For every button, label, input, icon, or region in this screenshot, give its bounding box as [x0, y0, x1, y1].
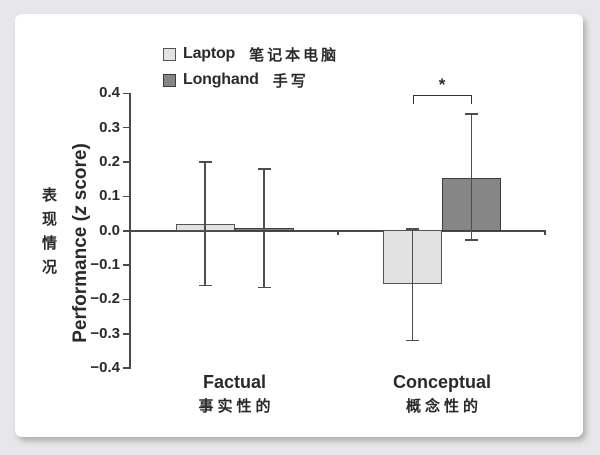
y-tick-label: 0.3 [99, 118, 120, 136]
legend-label-longhand-zh: 手写 [272, 72, 309, 90]
legend: Laptop 笔记本电脑 Longhand 手写 [163, 41, 339, 93]
y-tick-label: −0.1 [90, 256, 120, 274]
x-axis-line [129, 230, 546, 232]
x-label-conceptual-zh: 概念性的 [405, 398, 482, 415]
legend-item-longhand: Longhand 手写 [163, 67, 339, 93]
y-tick-label: −0.3 [90, 324, 120, 342]
y-tick-label: 0.0 [99, 221, 120, 239]
y-tick-label: 0.1 [99, 187, 120, 205]
error-bar-line [204, 162, 206, 286]
legend-label-longhand: Longhand [183, 71, 259, 88]
legend-item-laptop: Laptop 笔记本电脑 [163, 41, 339, 67]
y-tick-label: −0.2 [90, 290, 120, 308]
legend-label-laptop-zh: 笔记本电脑 [249, 46, 340, 64]
y-axis-label-chinese: 表现情况 [40, 187, 57, 283]
y-tick [123, 230, 130, 232]
x-axis-tick-mid [337, 231, 339, 235]
significance-star: * [438, 75, 446, 94]
error-bar-cap-bottom [406, 339, 419, 342]
x-axis-tick-end [544, 231, 546, 235]
y-tick [123, 264, 130, 266]
error-bar-cap-bottom [198, 284, 212, 287]
y-tick [123, 298, 130, 301]
error-bar-line [470, 113, 473, 240]
y-tick [123, 333, 130, 335]
error-bar-cap-top [198, 161, 212, 163]
longhand-swatch-icon [163, 73, 176, 87]
y-tick-label: 0.4 [99, 84, 120, 102]
y-tick [123, 161, 130, 163]
y-tick [123, 367, 130, 369]
error-bar-cap-bottom [257, 286, 271, 289]
significance-bracket [412, 95, 472, 104]
laptop-swatch-icon [163, 47, 176, 61]
error-bar-cap-bottom [465, 239, 478, 241]
y-axis-label: Performance (z score) [70, 143, 92, 343]
y-tick-label: 0.2 [99, 153, 120, 171]
error-bar-line [411, 229, 414, 341]
legend-label-laptop: Laptop [183, 45, 236, 62]
error-bar-line [263, 168, 265, 288]
x-label-factual: Factual [202, 372, 267, 392]
y-axis-label-z: z [70, 205, 91, 216]
x-label-conceptual: Conceptual [392, 372, 491, 392]
x-label-factual-zh: 事实性的 [198, 398, 275, 415]
y-tick [123, 195, 130, 198]
y-tick-label: −0.4 [90, 359, 120, 377]
error-bar-cap-top [406, 228, 419, 230]
error-bar-cap-top [465, 113, 478, 115]
y-tick [123, 126, 130, 129]
error-bar-cap-top [257, 168, 271, 170]
y-tick [123, 92, 130, 95]
